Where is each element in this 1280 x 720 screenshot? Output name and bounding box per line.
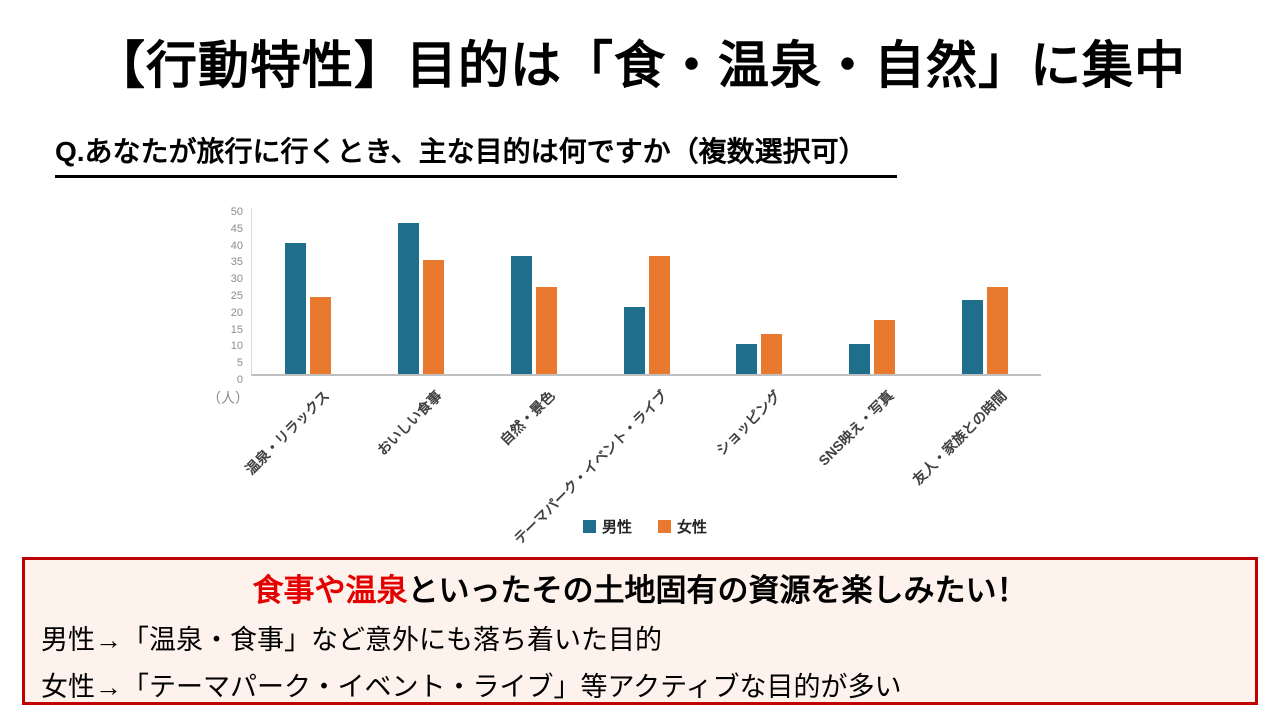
y-axis-tick-label: 50: [230, 206, 243, 218]
y-axis-tick-label: 25: [230, 290, 243, 302]
bar-女性: [873, 320, 895, 374]
survey-question: Q.あなたが旅行に行くとき、主な目的は何ですか（複数選択可）: [55, 130, 897, 178]
bar-男性: [848, 343, 870, 374]
bar-group: [816, 208, 929, 374]
category-label: SNS映え・写真: [815, 387, 897, 469]
legend-label: 男性: [601, 519, 632, 536]
bar-男性: [398, 222, 420, 374]
bar-女性: [310, 296, 332, 374]
category-label: 温泉・リラックス: [241, 387, 333, 478]
bar-男性: [736, 343, 758, 374]
bar-女性: [535, 286, 557, 374]
bar-男性: [961, 300, 983, 374]
y-axis-tick-label: 30: [230, 273, 243, 286]
category-label: 友人・家族との時間: [908, 387, 1010, 488]
bar-男性: [285, 242, 307, 374]
takeaway-highlight-text: 食事や温泉: [252, 573, 408, 608]
bar-group: [252, 208, 365, 374]
y-axis-tick-label: 0: [236, 374, 243, 386]
bar-groups: [252, 208, 1041, 374]
bar-女性: [986, 286, 1008, 374]
legend-item: 男性: [582, 516, 632, 537]
y-axis-tick-label: 35: [230, 256, 243, 269]
y-axis-tick-label: 45: [230, 222, 243, 235]
takeaway-line-male: 男性→「温泉・食事」など意外にも落ち着いた目的: [41, 625, 662, 655]
bar-group: [928, 208, 1041, 374]
takeaway-box: 食事や温泉といったその土地固有の資源を楽しみたい！ 男性→「温泉・食事」など意外…: [22, 557, 1258, 705]
legend-label: 女性: [677, 519, 708, 536]
category-label: ショッピング: [712, 387, 784, 459]
legend-swatch: [658, 520, 671, 533]
grouped-bar-chart: （人） 50 45 40 35 30 25 20 15 10 5 0 温泉・リラックス おいしい食事自…: [205, 198, 1085, 550]
bar-男性: [510, 256, 532, 374]
category-label: おいしい食事: [374, 387, 446, 459]
takeaway-headline-rest: といったその土地固有の資源を楽しみたい！: [407, 573, 1028, 608]
category-label: 自然・景色: [497, 387, 558, 449]
bar-group: [365, 208, 478, 374]
bar-女性: [423, 259, 445, 374]
bar-男性: [623, 306, 645, 374]
bar-group: [703, 208, 816, 374]
takeaway-line-female: 女性→「テーマパーク・イベント・ライブ」等アクティブな目的が多い: [41, 672, 902, 702]
legend-swatch: [582, 520, 596, 533]
slide-title: 【行動特性】目的は「食・温泉・自然」に集中: [93, 37, 1186, 94]
legend-item: 女性: [658, 516, 707, 537]
y-axis: 50 45 40 35 30 25 20 15 10 5 0: [213, 206, 243, 386]
bar-女性: [761, 333, 783, 374]
y-axis-tick-label: 10: [230, 340, 243, 353]
plot-area: [251, 208, 1041, 376]
bar-group: [590, 208, 703, 374]
takeaway-headline: 食事や温泉といったその土地固有の資源を楽しみたい！: [41, 565, 1239, 610]
y-axis-tick-label: 5: [236, 357, 243, 370]
chart-legend: 男性 女性: [205, 516, 1085, 537]
bar-group: [477, 208, 590, 374]
bar-女性: [648, 256, 670, 374]
y-axis-tick-label: 15: [230, 323, 243, 336]
y-axis-unit-label: （人）: [207, 390, 249, 406]
y-axis-tick-label: 20: [230, 306, 243, 319]
y-axis-tick-label: 40: [230, 239, 243, 252]
